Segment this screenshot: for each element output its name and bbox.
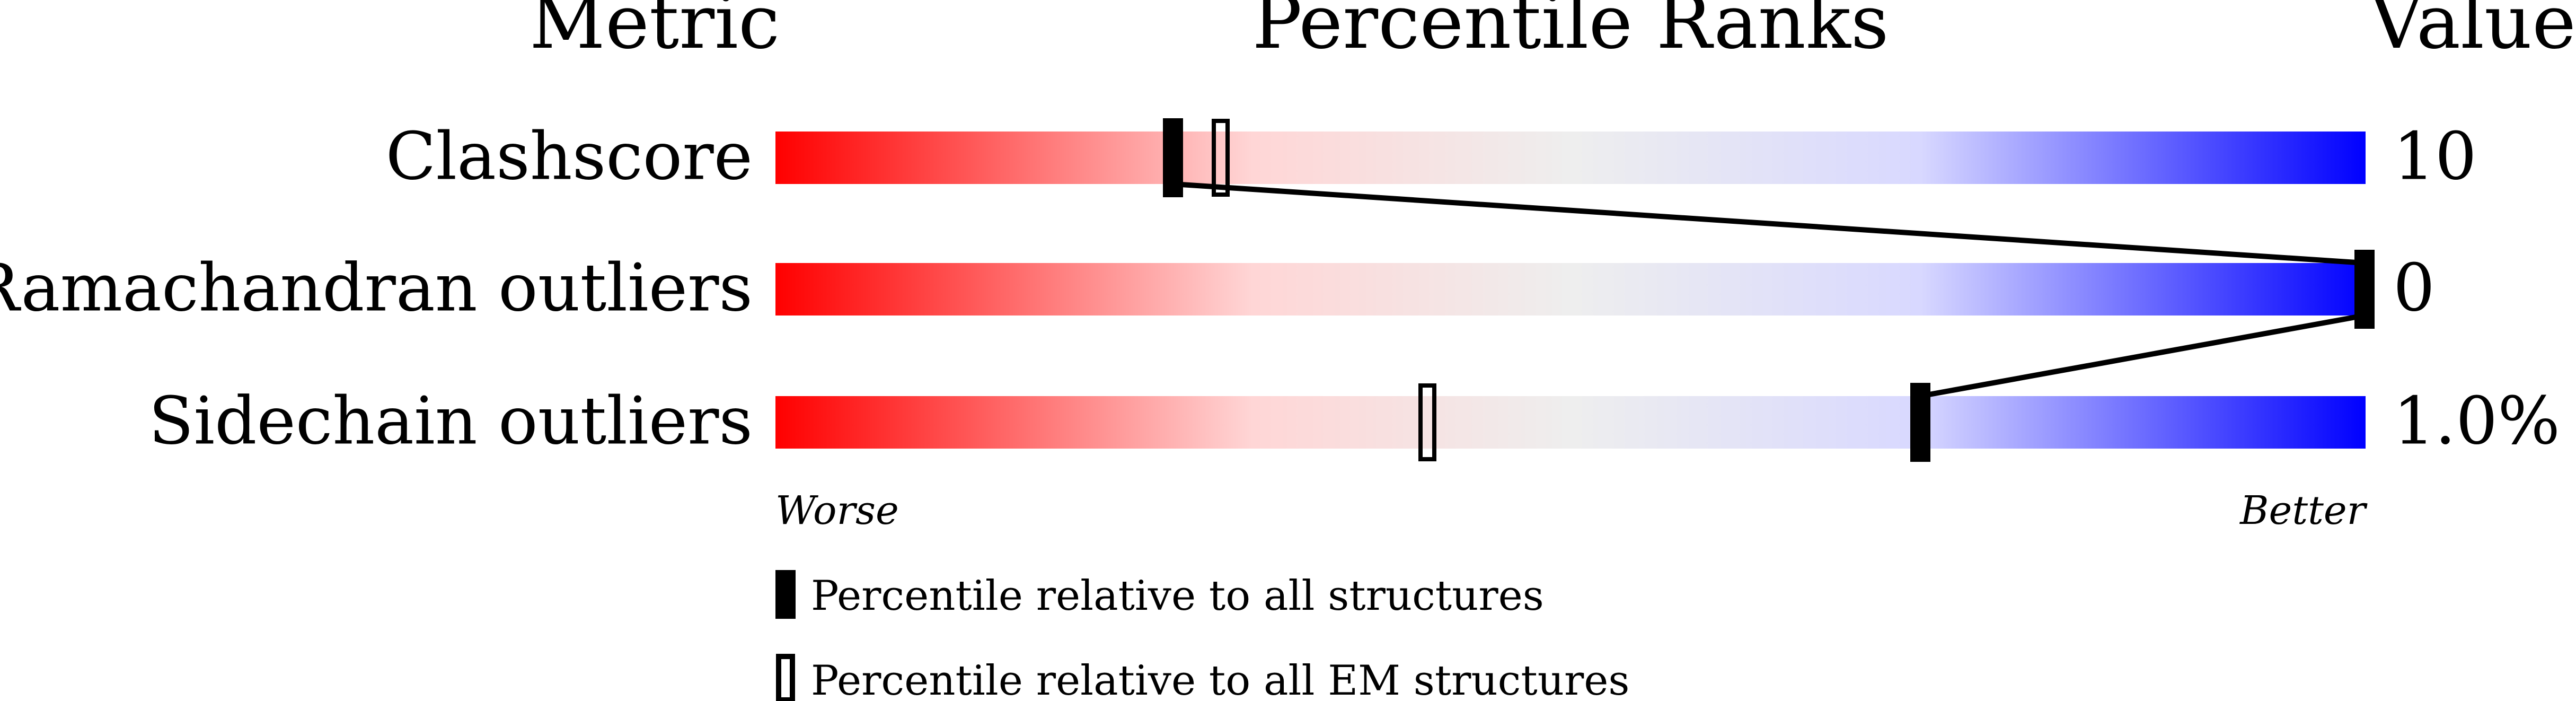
connector-line — [1920, 313, 2365, 399]
legend-em-structures: Percentile relative to all EM structures — [811, 657, 1629, 701]
better-label: Better — [2239, 488, 2368, 533]
em-percentile-marker — [1418, 383, 1436, 461]
legend-filled-marker — [775, 570, 796, 619]
metric-value: 0 — [2393, 250, 2435, 327]
metric-value: 10 — [2393, 119, 2477, 195]
percentile-bar — [775, 263, 2366, 316]
metric-value: 1.0% — [2393, 383, 2560, 460]
header-value: Value — [2368, 0, 2576, 66]
legend-open-marker — [776, 654, 795, 701]
metric-label: Clashscore — [386, 119, 753, 195]
metric-label: Sidechain outliers — [149, 383, 753, 460]
percentile-bar — [775, 132, 2366, 184]
percentile-bar — [775, 396, 2366, 449]
header-percentile-ranks: Percentile Ranks — [1252, 0, 1889, 66]
legend-all-structures: Percentile relative to all structures — [811, 572, 1544, 620]
worse-label: Worse — [775, 488, 899, 533]
header-metric: Metric — [530, 0, 780, 66]
em-percentile-marker — [1212, 119, 1230, 197]
metric-label: Ramachandran outliers — [0, 250, 753, 327]
connector-line — [1172, 181, 2365, 266]
